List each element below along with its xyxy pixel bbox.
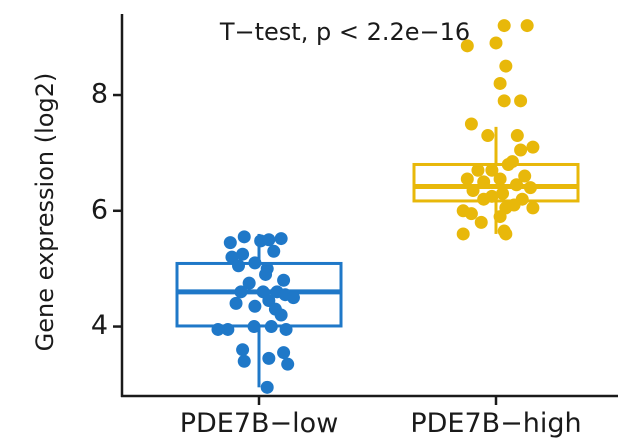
- data-point: [277, 346, 291, 360]
- data-point: [499, 59, 513, 73]
- y-tick-label: 6: [91, 194, 108, 225]
- data-point: [464, 117, 478, 131]
- data-point: [247, 320, 261, 334]
- data-point: [286, 291, 300, 305]
- data-point: [501, 157, 515, 171]
- data-point: [274, 308, 288, 322]
- data-point: [229, 296, 243, 310]
- jitter-points: [211, 19, 540, 394]
- data-point: [221, 322, 235, 336]
- data-point: [236, 343, 250, 357]
- x-tick-label: PDE7B−low: [180, 408, 339, 439]
- data-point: [460, 39, 474, 53]
- data-point: [485, 163, 499, 177]
- data-point: [259, 267, 273, 281]
- y-tick-label: 8: [91, 79, 108, 110]
- data-point: [497, 94, 511, 108]
- data-point: [477, 192, 491, 206]
- data-point: [520, 19, 534, 33]
- data-point: [237, 354, 251, 368]
- data-point: [477, 175, 491, 189]
- data-point: [523, 181, 537, 195]
- data-point: [518, 169, 532, 183]
- data-point: [471, 163, 485, 177]
- data-point: [279, 322, 293, 336]
- y-tick-label: 4: [91, 310, 108, 341]
- data-point: [464, 207, 478, 221]
- data-point: [277, 273, 291, 287]
- data-point: [514, 143, 528, 157]
- data-point: [237, 230, 251, 244]
- data-point: [489, 36, 503, 50]
- data-point: [499, 227, 513, 241]
- data-point: [242, 276, 256, 290]
- data-point: [497, 19, 511, 33]
- data-point: [510, 129, 524, 143]
- y-axis-label: Gene expression (log2): [31, 73, 59, 352]
- data-point: [460, 172, 474, 186]
- data-point: [493, 76, 507, 90]
- data-point: [260, 380, 274, 394]
- data-point: [248, 299, 262, 313]
- data-point: [234, 285, 248, 299]
- test-annotation: T−test, p < 2.2e−16: [219, 18, 470, 46]
- data-point: [281, 357, 295, 371]
- data-point: [232, 259, 245, 273]
- data-point: [493, 172, 507, 186]
- y-axis-ticks: 4 6 8: [91, 79, 122, 341]
- data-point: [223, 236, 237, 250]
- data-point: [248, 256, 262, 270]
- data-point: [526, 140, 540, 154]
- data-point: [526, 201, 540, 215]
- data-point: [267, 244, 281, 258]
- data-point: [274, 232, 288, 246]
- data-point: [474, 215, 488, 229]
- x-tick-label: PDE7B−high: [410, 408, 581, 439]
- data-point: [456, 227, 470, 241]
- data-point: [496, 186, 510, 200]
- data-point: [481, 129, 495, 143]
- x-axis-categories: PDE7B−low PDE7B−high: [180, 396, 582, 439]
- data-point: [514, 94, 528, 108]
- data-point: [262, 233, 276, 247]
- data-point: [264, 320, 278, 334]
- data-point: [236, 247, 250, 261]
- data-point: [466, 184, 480, 198]
- data-point: [510, 178, 523, 192]
- data-point: [262, 351, 276, 365]
- data-point: [493, 210, 507, 224]
- data-point: [211, 322, 225, 336]
